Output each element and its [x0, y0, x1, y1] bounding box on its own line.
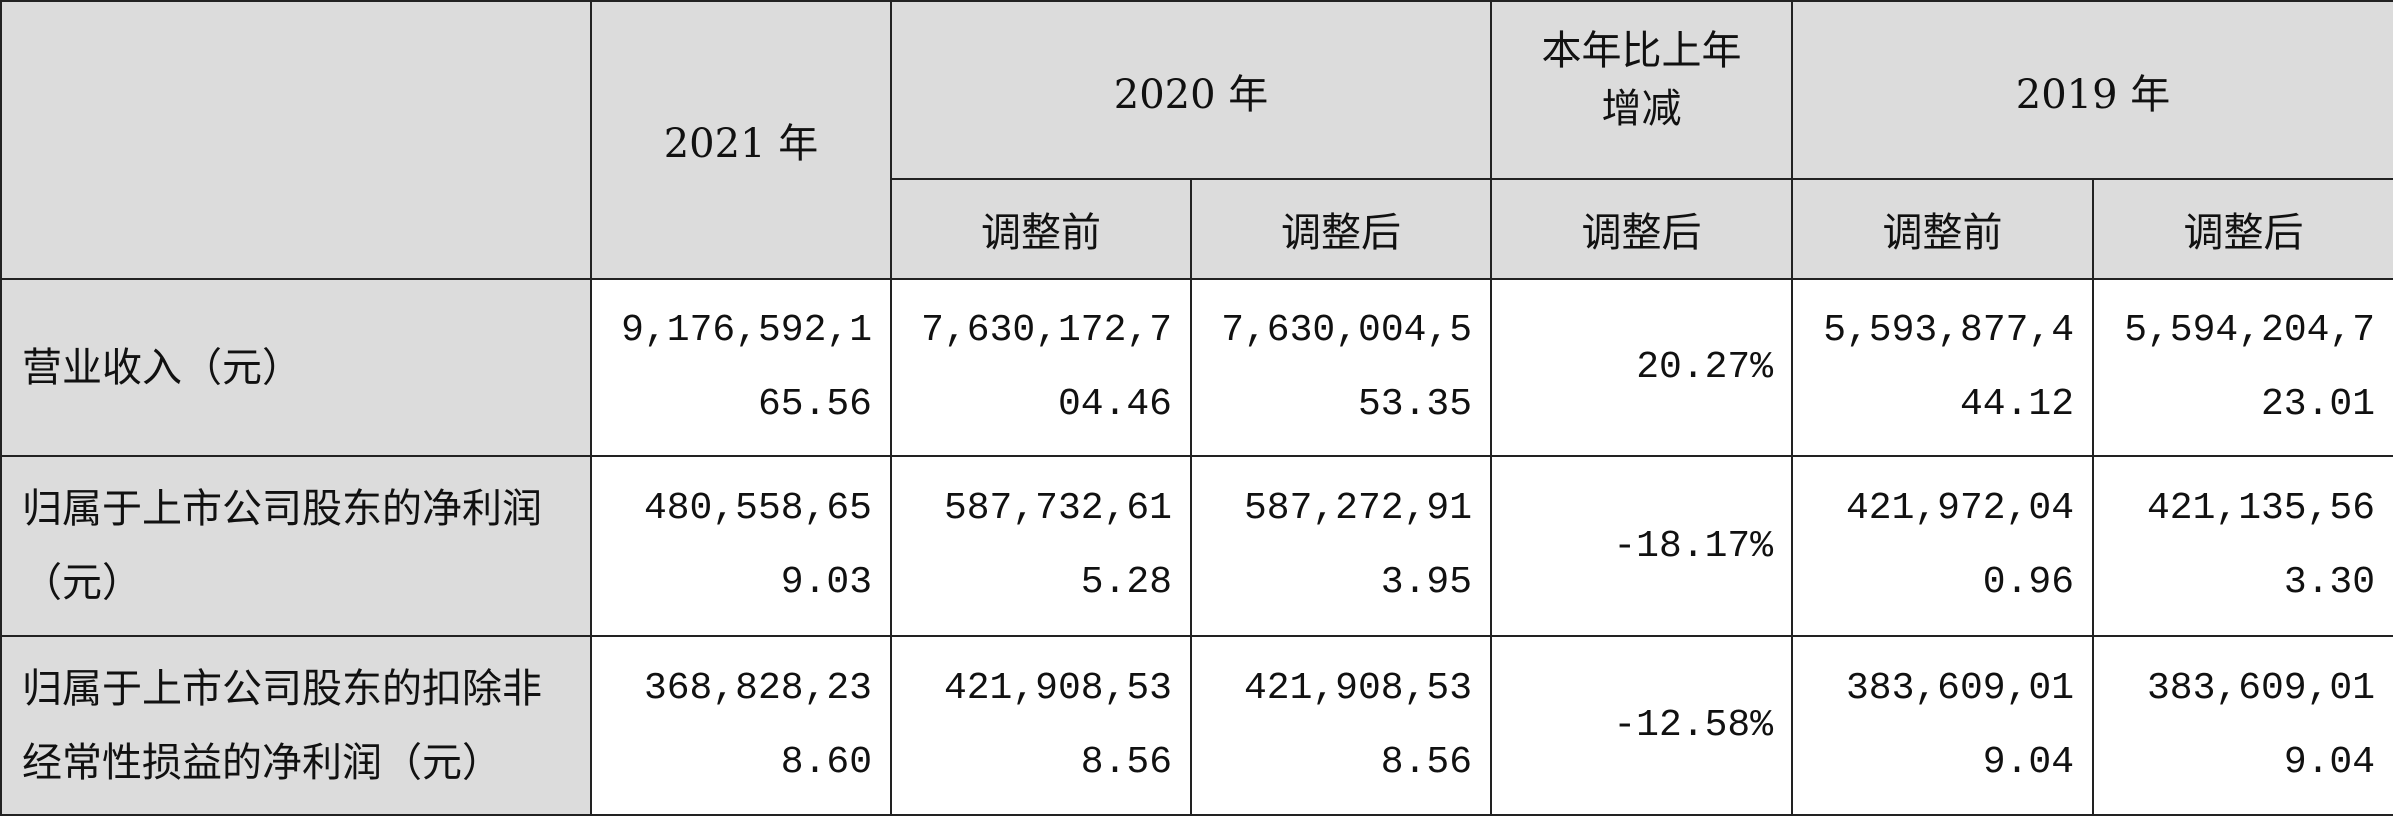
header-2021: 2021 年 [590, 0, 892, 280]
cell-change: -12.58% [1490, 635, 1794, 816]
cell-value: 5,593,877,444.12 [1823, 308, 2075, 426]
table-row: 营业收入（元） 9,176,592,165.56 7,630,172,704.4… [0, 278, 2393, 457]
cell-2020-before: 587,732,615.28 [890, 455, 1192, 637]
cell-value: 421,908,538.56 [1243, 666, 1473, 784]
header-change: 本年比上年增减 [1490, 0, 1794, 180]
cell-2019-before: 421,972,040.96 [1791, 455, 2095, 637]
corner-header-cell [0, 0, 592, 280]
row-label: 营业收入（元） [0, 278, 592, 457]
cell-value: 368,828,238.60 [643, 666, 872, 784]
header-2019-before: 调整前 [1791, 178, 2095, 280]
cell-change: -18.17% [1490, 455, 1794, 637]
cell-2020-after: 587,272,913.95 [1189, 455, 1493, 637]
cell-2019-before: 383,609,019.04 [1791, 635, 2095, 816]
row-label-text: 归属于上市公司股东的扣除非经常性损益的净利润（元） [22, 665, 542, 786]
cell-2019-after: 5,594,204,723.01 [2092, 278, 2393, 457]
table-row: 归属于上市公司股东的扣除非经常性损益的净利润（元） 368,828,238.60… [0, 635, 2393, 816]
cell-value: 383,609,019.04 [2146, 666, 2376, 784]
row-label: 归属于上市公司股东的净利润（元） [0, 455, 592, 637]
cell-value: 587,732,615.28 [943, 487, 1172, 604]
cell-2021: 368,828,238.60 [590, 635, 892, 816]
header-2019: 2019 年 [1791, 0, 2393, 180]
cell-value: 7,630,004,553.35 [1221, 308, 1473, 426]
cell-value: 587,272,913.95 [1243, 487, 1473, 604]
header-2020-before: 调整前 [890, 178, 1192, 280]
cell-2020-before: 7,630,172,704.46 [890, 278, 1192, 457]
cell-value: 383,609,019.04 [1845, 666, 2075, 784]
table-row: 归属于上市公司股东的净利润（元） 480,558,659.03 587,732,… [0, 455, 2393, 637]
cell-2021: 9,176,592,165.56 [590, 278, 892, 457]
cell-2020-before: 421,908,538.56 [890, 635, 1192, 816]
header-change-after: 调整后 [1490, 178, 1794, 280]
cell-value: 421,972,040.96 [1845, 487, 2075, 604]
cell-2019-after: 421,135,563.30 [2092, 455, 2393, 637]
row-label-text: 营业收入（元） [22, 344, 302, 391]
cell-value: 480,558,659.03 [643, 487, 872, 604]
cell-change: 20.27% [1490, 278, 1794, 457]
cell-2019-after: 383,609,019.04 [2092, 635, 2393, 816]
header-2020-after: 调整后 [1189, 178, 1493, 280]
cell-value: 9,176,592,165.56 [621, 308, 873, 426]
header-change-label: 本年比上年增减 [1541, 28, 1742, 132]
cell-value: 421,908,538.56 [943, 666, 1172, 784]
cell-2020-after: 421,908,538.56 [1189, 635, 1493, 816]
header-2019-after: 调整后 [2092, 178, 2393, 280]
row-label-text: 归属于上市公司股东的净利润（元） [22, 486, 542, 606]
header-2020: 2020 年 [889, 0, 1493, 180]
row-label: 归属于上市公司股东的扣除非经常性损益的净利润（元） [0, 635, 592, 816]
cell-2021: 480,558,659.03 [590, 455, 892, 637]
cell-2020-after: 7,630,004,553.35 [1189, 278, 1493, 457]
cell-2019-before: 5,593,877,444.12 [1791, 278, 2095, 457]
cell-value: 5,594,204,723.01 [2124, 308, 2376, 426]
cell-value: 7,630,172,704.46 [921, 308, 1173, 426]
cell-value: 421,135,563.30 [2146, 487, 2376, 604]
